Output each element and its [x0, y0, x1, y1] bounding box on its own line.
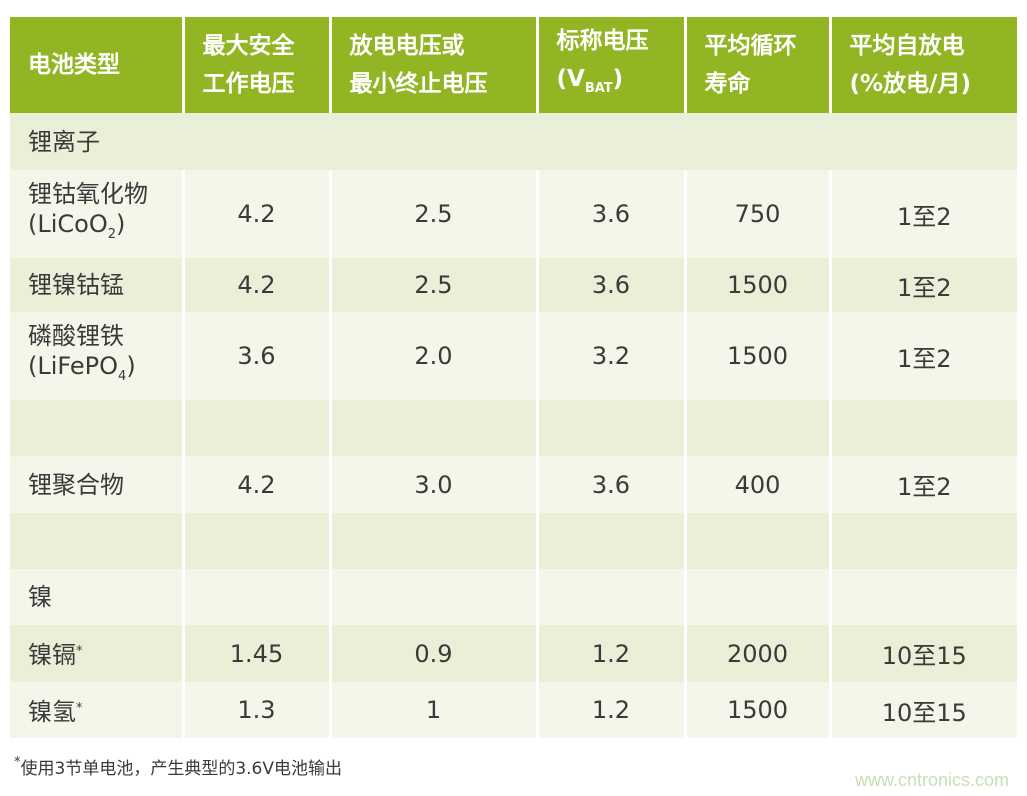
row-label: 锂镍钴锰 — [10, 258, 183, 312]
cell: 3.2 — [535, 312, 685, 400]
vbat-sub: BAT — [584, 81, 613, 96]
footnote-text: 使用3节单电池，产生典型的3.6V电池输出 — [20, 759, 342, 779]
watermark: www.cntronics.com — [854, 770, 1009, 790]
cell: 1至2 — [828, 456, 1017, 513]
empty-row — [10, 400, 1017, 456]
section-label: 镍 — [10, 569, 183, 625]
table-row: 镍氢* 1.3 1 1.2 1500 10至15 — [10, 682, 1017, 738]
table-row: 磷酸锂铁 (LiFePO4) 3.6 2.0 3.2 1500 1至2 — [10, 312, 1017, 400]
row-name: 镍氢 — [28, 697, 76, 726]
cell: 3.6 — [535, 170, 685, 258]
row-label: 镍镉* — [10, 625, 183, 682]
cell: 1.2 — [535, 682, 685, 738]
table-row: 镍镉* 1.45 0.9 1.2 2000 10至15 — [10, 625, 1017, 682]
header-nominal-label: 标称电压 — [556, 28, 649, 54]
cell: 1500 — [683, 682, 830, 738]
cell: 1.2 — [535, 625, 685, 682]
formula-sub: 4 — [118, 368, 127, 384]
cell: 1至2 — [828, 312, 1017, 400]
row-name: 锂钴氧化物 — [28, 179, 148, 208]
cell: 3.6 — [535, 258, 685, 312]
section-row-nickel: 镍 — [10, 569, 1017, 625]
header-cutoff-voltage: 放电电压或 最小终止电压 — [328, 17, 537, 113]
footnote-mark: * — [76, 700, 83, 716]
cell: 3.6 — [181, 312, 330, 400]
section-label: 锂离子 — [10, 113, 183, 170]
cell: 1.45 — [181, 625, 330, 682]
row-formula: (LiFePO — [28, 351, 119, 380]
formula-end: ) — [116, 209, 126, 238]
cell: 1500 — [683, 258, 830, 312]
table-row: 锂钴氧化物 (LiCoO2) 4.2 2.5 3.6 750 1至2 — [10, 170, 1017, 258]
formula-end: ) — [126, 351, 136, 380]
header-cycle-life: 平均循环 寿命 — [683, 17, 830, 113]
cell: 1.3 — [181, 682, 330, 738]
row-formula: (LiCoO — [28, 209, 108, 238]
row-label: 磷酸锂铁 (LiFePO4) — [10, 312, 183, 400]
table-row: 锂聚合物 4.2 3.0 3.6 400 1至2 — [10, 456, 1017, 513]
formula-sub: 2 — [107, 226, 117, 242]
row-name: 镍镉 — [28, 641, 76, 669]
table-row: 锂镍钴锰 4.2 2.5 3.6 1500 1至2 — [10, 258, 1017, 312]
cell: 750 — [683, 170, 830, 258]
cell: 1至2 — [828, 258, 1017, 312]
cell: 2.5 — [328, 170, 537, 258]
row-name: 磷酸锂铁 — [28, 321, 124, 350]
cell: 1至2 — [828, 170, 1017, 258]
cell: 3.0 — [328, 456, 537, 513]
footnote-mark: * — [76, 644, 83, 659]
cell: 0.9 — [328, 625, 537, 682]
cell: 2.5 — [328, 258, 537, 312]
cell: 4.2 — [181, 170, 330, 258]
cell: 400 — [683, 456, 830, 513]
row-label: 锂聚合物 — [10, 456, 183, 513]
cell: 10至15 — [828, 682, 1017, 738]
battery-comparison-table: 电池类型 最大安全 工作电压 放电电压或 最小终止电压 标称电压 (VBAT) 平… — [10, 17, 1017, 738]
section-row-li-ion: 锂离子 — [10, 113, 1017, 170]
row-label: 镍氢* — [10, 682, 183, 738]
header-battery-type: 电池类型 — [10, 17, 183, 113]
vbat-prefix: (V — [556, 66, 585, 92]
footnote: *使用3节单电池，产生典型的3.6V电池输出 — [14, 754, 342, 779]
header-nominal-voltage: 标称电压 (VBAT) — [535, 17, 685, 113]
cell: 10至15 — [828, 625, 1017, 682]
cell: 3.6 — [535, 456, 685, 513]
cell: 2000 — [683, 625, 830, 682]
cell: 1500 — [683, 312, 830, 400]
vbat-suffix: ) — [612, 66, 624, 92]
cell: 2.0 — [328, 312, 537, 400]
header-max-voltage: 最大安全 工作电压 — [181, 17, 330, 113]
cell: 1 — [328, 682, 537, 738]
cell: 4.2 — [181, 456, 330, 513]
header-row: 电池类型 最大安全 工作电压 放电电压或 最小终止电压 标称电压 (VBAT) 平… — [10, 17, 1017, 113]
empty-row — [10, 513, 1017, 569]
footnote-mark: * — [14, 755, 21, 770]
cell: 4.2 — [181, 258, 330, 312]
row-label: 锂钴氧化物 (LiCoO2) — [10, 170, 183, 258]
header-self-discharge: 平均自放电 (%放电/月) — [828, 17, 1017, 113]
